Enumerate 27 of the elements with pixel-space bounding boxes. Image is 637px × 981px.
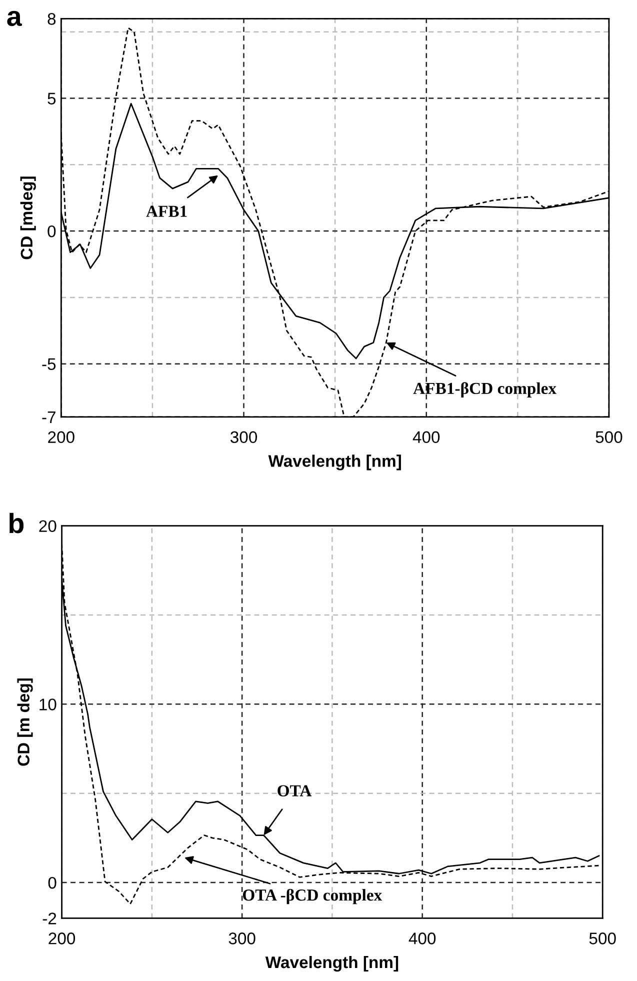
y-tick-label: 0 xyxy=(48,876,56,889)
y-tick-label: 5 xyxy=(48,92,56,104)
y-tick-label: -5 xyxy=(42,358,56,370)
annotation: OTA xyxy=(278,785,312,796)
y-tick-label: 8 xyxy=(48,13,56,25)
annotation: AFB1-βCD complex xyxy=(413,382,556,398)
annotation: AFB1 xyxy=(146,206,187,217)
x-tick-label: 500 xyxy=(589,932,616,944)
y-tick-label: 10 xyxy=(40,698,56,710)
y-tick-label: -7 xyxy=(42,412,56,423)
y-tick-label: 0 xyxy=(48,225,56,238)
x-tick-label: 200 xyxy=(48,431,74,444)
y-axis-title: CD [m deg] xyxy=(17,678,33,766)
text: b xyxy=(10,512,24,534)
x-tick-label: 200 xyxy=(48,932,76,944)
y-axis-title: CD [mdeg] xyxy=(20,176,36,260)
x-axis-title: Wavelength [nm] xyxy=(268,454,401,470)
x-tick-label: 500 xyxy=(596,431,622,444)
x-axis-title: Wavelength [nm] xyxy=(265,956,398,972)
x-tick-label: 300 xyxy=(228,932,256,944)
annotation: OTA -βCD complex xyxy=(242,888,382,904)
x-tick-label: 400 xyxy=(412,431,440,444)
x-tick-label: 400 xyxy=(408,932,436,944)
y-tick-label: -2 xyxy=(42,912,56,924)
x-tick-label: 300 xyxy=(230,431,258,444)
text: a xyxy=(7,10,22,26)
y-tick-label: 20 xyxy=(39,520,56,532)
